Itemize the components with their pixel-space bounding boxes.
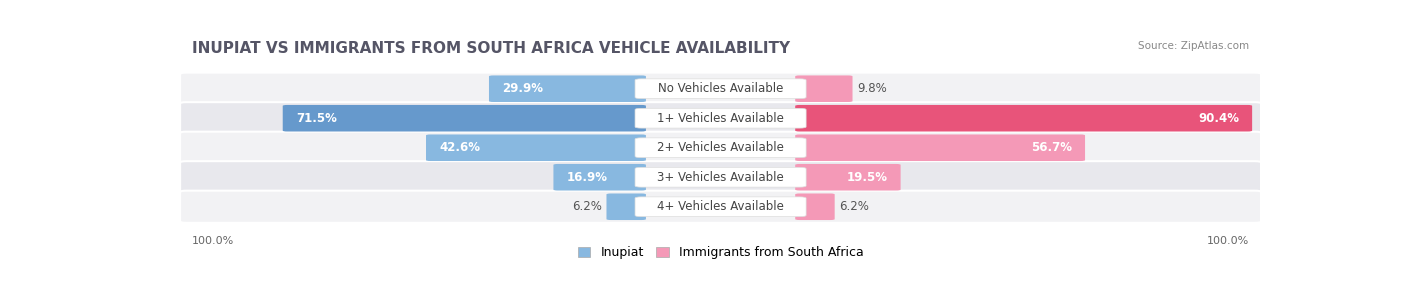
FancyBboxPatch shape bbox=[636, 138, 806, 158]
FancyBboxPatch shape bbox=[636, 197, 806, 217]
Legend: Inupiat, Immigrants from South Africa: Inupiat, Immigrants from South Africa bbox=[578, 246, 863, 259]
Text: 56.7%: 56.7% bbox=[1031, 141, 1071, 154]
Text: 100.0%: 100.0% bbox=[193, 236, 235, 246]
FancyBboxPatch shape bbox=[180, 132, 1261, 164]
FancyBboxPatch shape bbox=[796, 164, 901, 190]
FancyBboxPatch shape bbox=[796, 76, 852, 102]
Text: 19.5%: 19.5% bbox=[846, 171, 887, 184]
Text: 1+ Vehicles Available: 1+ Vehicles Available bbox=[657, 112, 785, 125]
Text: 3+ Vehicles Available: 3+ Vehicles Available bbox=[657, 171, 785, 184]
Text: 42.6%: 42.6% bbox=[439, 141, 479, 154]
Text: 6.2%: 6.2% bbox=[572, 200, 602, 213]
FancyBboxPatch shape bbox=[796, 193, 835, 220]
FancyBboxPatch shape bbox=[636, 108, 806, 128]
Text: 29.9%: 29.9% bbox=[502, 82, 543, 95]
FancyBboxPatch shape bbox=[606, 193, 645, 220]
Text: 2+ Vehicles Available: 2+ Vehicles Available bbox=[657, 141, 785, 154]
FancyBboxPatch shape bbox=[283, 105, 645, 132]
FancyBboxPatch shape bbox=[180, 161, 1261, 193]
FancyBboxPatch shape bbox=[489, 76, 645, 102]
Text: Source: ZipAtlas.com: Source: ZipAtlas.com bbox=[1137, 41, 1249, 51]
Text: No Vehicles Available: No Vehicles Available bbox=[658, 82, 783, 95]
Text: 100.0%: 100.0% bbox=[1206, 236, 1249, 246]
FancyBboxPatch shape bbox=[554, 164, 645, 190]
FancyBboxPatch shape bbox=[796, 134, 1085, 161]
Text: 71.5%: 71.5% bbox=[295, 112, 336, 125]
Text: 90.4%: 90.4% bbox=[1198, 112, 1239, 125]
FancyBboxPatch shape bbox=[796, 105, 1253, 132]
FancyBboxPatch shape bbox=[426, 134, 645, 161]
Text: 16.9%: 16.9% bbox=[567, 171, 607, 184]
FancyBboxPatch shape bbox=[180, 73, 1261, 105]
Text: 4+ Vehicles Available: 4+ Vehicles Available bbox=[657, 200, 785, 213]
FancyBboxPatch shape bbox=[636, 79, 806, 99]
FancyBboxPatch shape bbox=[180, 191, 1261, 223]
Text: 6.2%: 6.2% bbox=[839, 200, 869, 213]
FancyBboxPatch shape bbox=[636, 167, 806, 187]
FancyBboxPatch shape bbox=[180, 102, 1261, 134]
Text: INUPIAT VS IMMIGRANTS FROM SOUTH AFRICA VEHICLE AVAILABILITY: INUPIAT VS IMMIGRANTS FROM SOUTH AFRICA … bbox=[193, 41, 790, 56]
Text: 9.8%: 9.8% bbox=[856, 82, 887, 95]
